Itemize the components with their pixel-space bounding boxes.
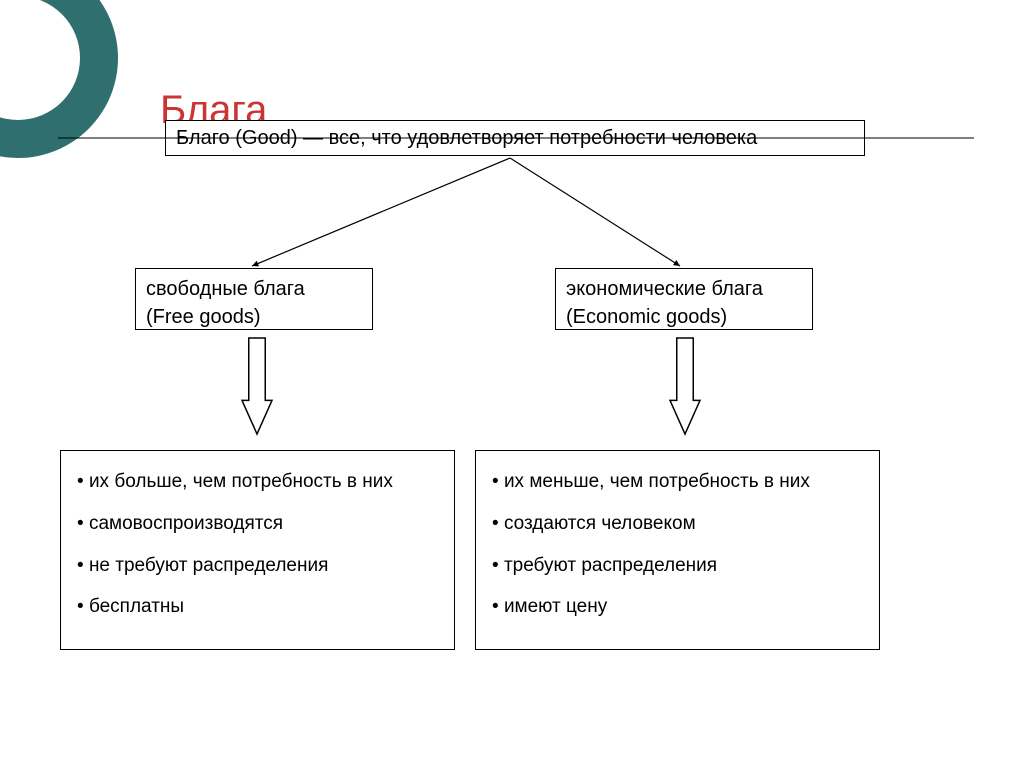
definition-box: Благо (Good) — все, что удовлетворяет по… — [165, 120, 865, 156]
connectors-svg — [0, 0, 1024, 767]
list-item: требуют распределения — [492, 545, 863, 587]
list-item: создаются человеком — [492, 503, 863, 545]
list-item: бесплатны — [77, 586, 438, 628]
right-branch-label: экономические блага (Economic goods) — [555, 268, 813, 330]
left-branch-line2: (Free goods) — [146, 303, 362, 331]
right-branch-line1: экономические блага — [566, 275, 802, 303]
left-bullets-list: их больше, чем потребность в них самовос… — [71, 457, 444, 632]
right-bullets-list: их меньше, чем потребность в них создают… — [486, 457, 869, 632]
right-branch-line2: (Economic goods) — [566, 303, 802, 331]
definition-text: Благо (Good) — все, что удовлетворяет по… — [176, 124, 757, 152]
left-branch-label: свободные блага (Free goods) — [135, 268, 373, 330]
right-bullets-box: их меньше, чем потребность в них создают… — [475, 450, 880, 650]
list-item: имеют цену — [492, 586, 863, 628]
list-item: самовоспроизводятся — [77, 503, 438, 545]
list-item: их меньше, чем потребность в них — [492, 461, 863, 503]
left-bullets-box: их больше, чем потребность в них самовос… — [60, 450, 455, 650]
list-item: не требуют распределения — [77, 545, 438, 587]
left-branch-line1: свободные блага — [146, 275, 362, 303]
list-item: их больше, чем потребность в них — [77, 461, 438, 503]
